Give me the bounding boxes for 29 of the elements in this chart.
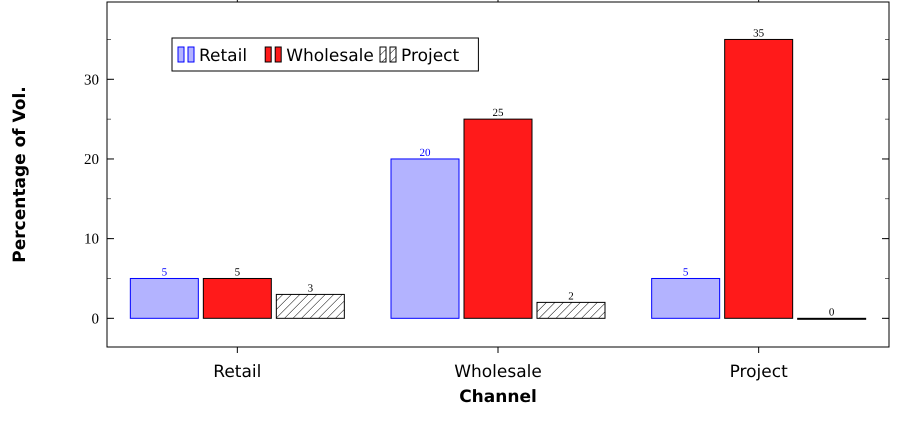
y-tick-label: 0 — [92, 311, 99, 328]
x-tick-label: Wholesale — [454, 362, 542, 382]
y-axis-title: Percentage of Vol. — [10, 86, 30, 263]
legend-label: Project — [401, 46, 460, 66]
bar — [130, 278, 199, 319]
data-label: 25 — [492, 107, 504, 120]
y-tick-label: 10 — [84, 232, 99, 248]
bar — [464, 118, 532, 319]
data-label: 2 — [568, 290, 574, 302]
bar — [202, 278, 272, 319]
y-tick-label: 20 — [84, 152, 99, 168]
data-label: 20 — [420, 146, 431, 159]
bar — [390, 158, 460, 319]
x-tick-label: Retail — [213, 362, 262, 382]
data-label: 5 — [234, 266, 241, 278]
bar — [276, 294, 345, 319]
bar — [536, 302, 606, 319]
data-label: 0 — [828, 306, 835, 318]
legend-label: Wholesale — [286, 46, 374, 66]
bar — [724, 38, 794, 319]
data-label: 5 — [682, 266, 689, 278]
bar — [651, 278, 720, 319]
x-axis-title: Channel — [459, 387, 537, 407]
x-tick-label: Project — [730, 362, 788, 382]
data-label: 5 — [162, 266, 168, 278]
data-label: 35 — [753, 27, 765, 40]
legend-label: Retail — [199, 46, 248, 66]
y-tick-label: 30 — [84, 72, 99, 88]
data-label: 3 — [308, 282, 314, 294]
